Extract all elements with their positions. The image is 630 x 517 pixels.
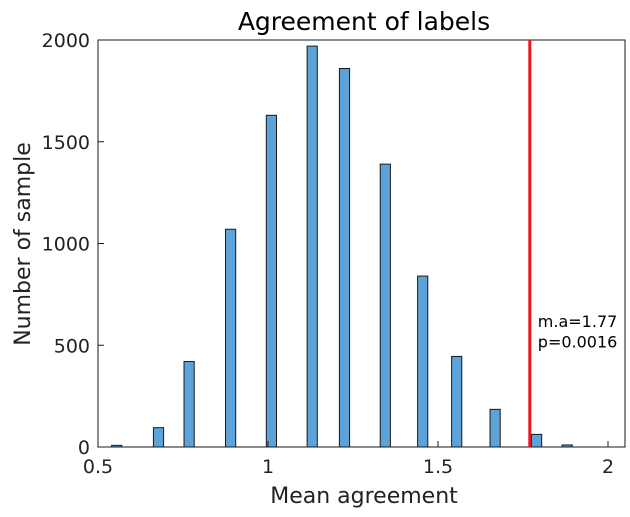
y-tick-label: 500: [54, 335, 90, 357]
reference-annotation-pvalue: p=0.0016: [538, 332, 618, 351]
plot-area-frame: [97, 39, 626, 448]
histogram-bar: [379, 163, 391, 448]
histogram-bar: [489, 408, 501, 448]
x-tick-label: 1: [262, 456, 274, 478]
x-tick-label: 2: [602, 456, 614, 478]
histogram-bar: [417, 275, 429, 448]
chart-title: Agreement of labels: [238, 7, 490, 36]
histogram-bar: [225, 228, 237, 448]
x-tick-label: 1.5: [423, 456, 453, 478]
histogram-bar: [152, 427, 165, 448]
y-tick-label: 1500: [42, 132, 90, 154]
reference-annotation-mean: m.a=1.77: [538, 312, 618, 331]
histogram-bar: [451, 355, 463, 448]
histogram-bar: [531, 433, 543, 448]
y-tick-label: 2000: [42, 30, 90, 52]
y-tick-label: 0: [78, 437, 90, 459]
y-axis-label: Number of sample: [11, 142, 36, 346]
histogram-bar: [265, 114, 277, 448]
x-tick-label: 0.5: [83, 456, 113, 478]
bars-group: [111, 45, 573, 448]
x-axis-label: Mean agreement: [270, 484, 458, 509]
y-tick-label: 1000: [42, 234, 90, 256]
histogram-bar: [338, 67, 351, 448]
histogram-bar: [183, 361, 195, 448]
histogram-bar: [306, 45, 318, 448]
ticks-group: 0.5 1 1.5 2 0 500 1000 1500 2000: [42, 30, 614, 478]
